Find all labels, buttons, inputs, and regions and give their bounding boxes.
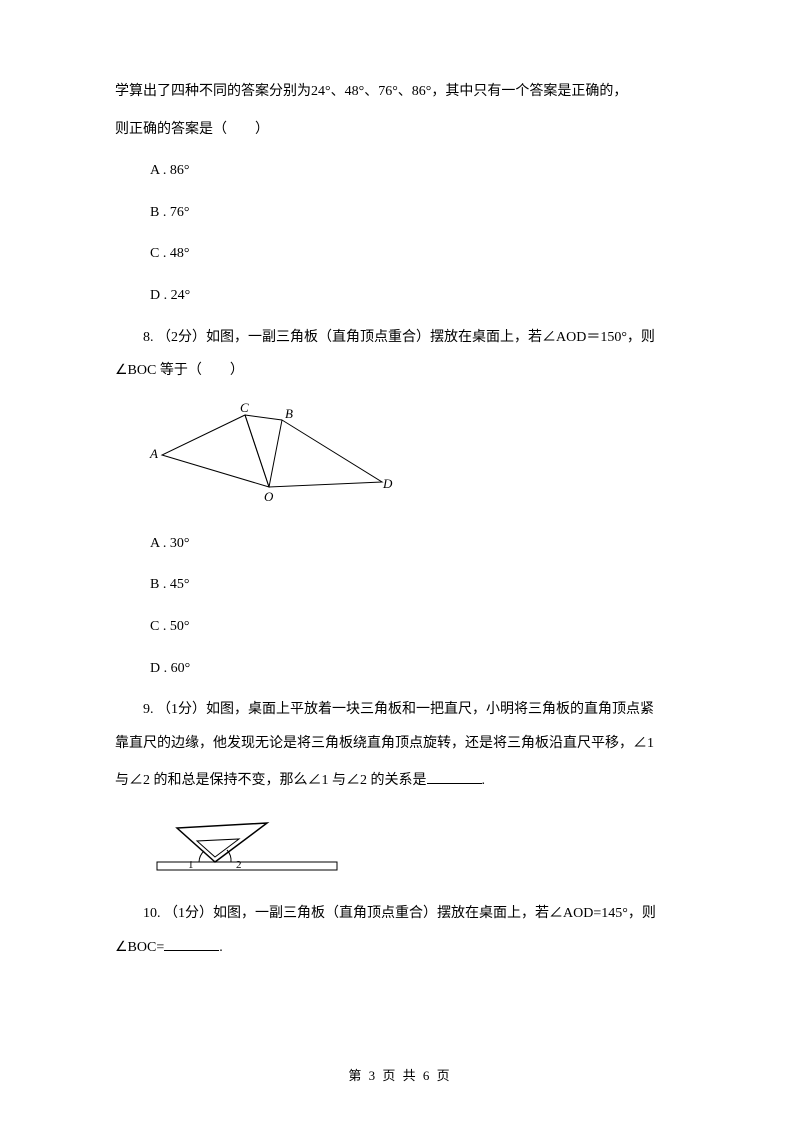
q10-blank [164,950,219,951]
q7-continuation-line2: 则正确的答案是（ ） [115,113,685,147]
label-o: O [264,489,274,504]
q10-l2-post: . [219,940,223,955]
q9-l3-post: . [482,773,486,788]
q10-text-line2: ∠BOC=. [115,931,685,965]
q8-option-a: A . 30° [115,527,685,561]
q8-option-d: D . 60° [115,652,685,686]
q8-figure: A C B D O [147,400,685,515]
q9-l3-pre: 与∠2 的和总是保持不变，那么∠1 与∠2 的关系是 [115,773,427,788]
q10-text-line1: 10. （1分）如图，一副三角板（直角顶点重合）摆放在桌面上，若∠AOD=145… [115,897,685,931]
q9-figure: 1 2 [147,810,685,885]
q9-text-line2: 靠直尺的边缘，他发现无论是将三角板绕直角顶点旋转，还是将三角板沿直尺平移，∠1 [115,727,685,761]
q9-text-line3: 与∠2 的和总是保持不变，那么∠1 与∠2 的关系是. [115,764,685,798]
q7-option-c: C . 48° [115,237,685,271]
q7-continuation-line1: 学算出了四种不同的答案分别为24°、48°、76°、86°，其中只有一个答案是正… [115,75,685,109]
q8-option-b: B . 45° [115,568,685,602]
page-footer: 第 3 页 共 6 页 [0,1065,800,1084]
label-c: C [240,400,249,415]
q8-text-line1: 8. （2分）如图，一副三角板（直角顶点重合）摆放在桌面上，若∠AOD＝150°… [115,321,685,355]
label-a: A [149,446,158,461]
label-d: D [382,476,393,491]
label-b: B [285,406,293,421]
q8-text-line2: ∠BOC 等于（ ） [115,354,685,388]
q9-blank [427,783,482,784]
q8-option-c: C . 50° [115,610,685,644]
q10-l2-pre: ∠BOC= [115,940,164,955]
q7-option-b: B . 76° [115,196,685,230]
angle-1-label: 1 [188,859,194,871]
q9-text-line1: 9. （1分）如图，桌面上平放着一块三角板和一把直尺，小明将三角板的直角顶点紧 [115,693,685,727]
q7-option-d: D . 24° [115,279,685,313]
angle-2-label: 2 [236,859,242,871]
q7-option-a: A . 86° [115,154,685,188]
